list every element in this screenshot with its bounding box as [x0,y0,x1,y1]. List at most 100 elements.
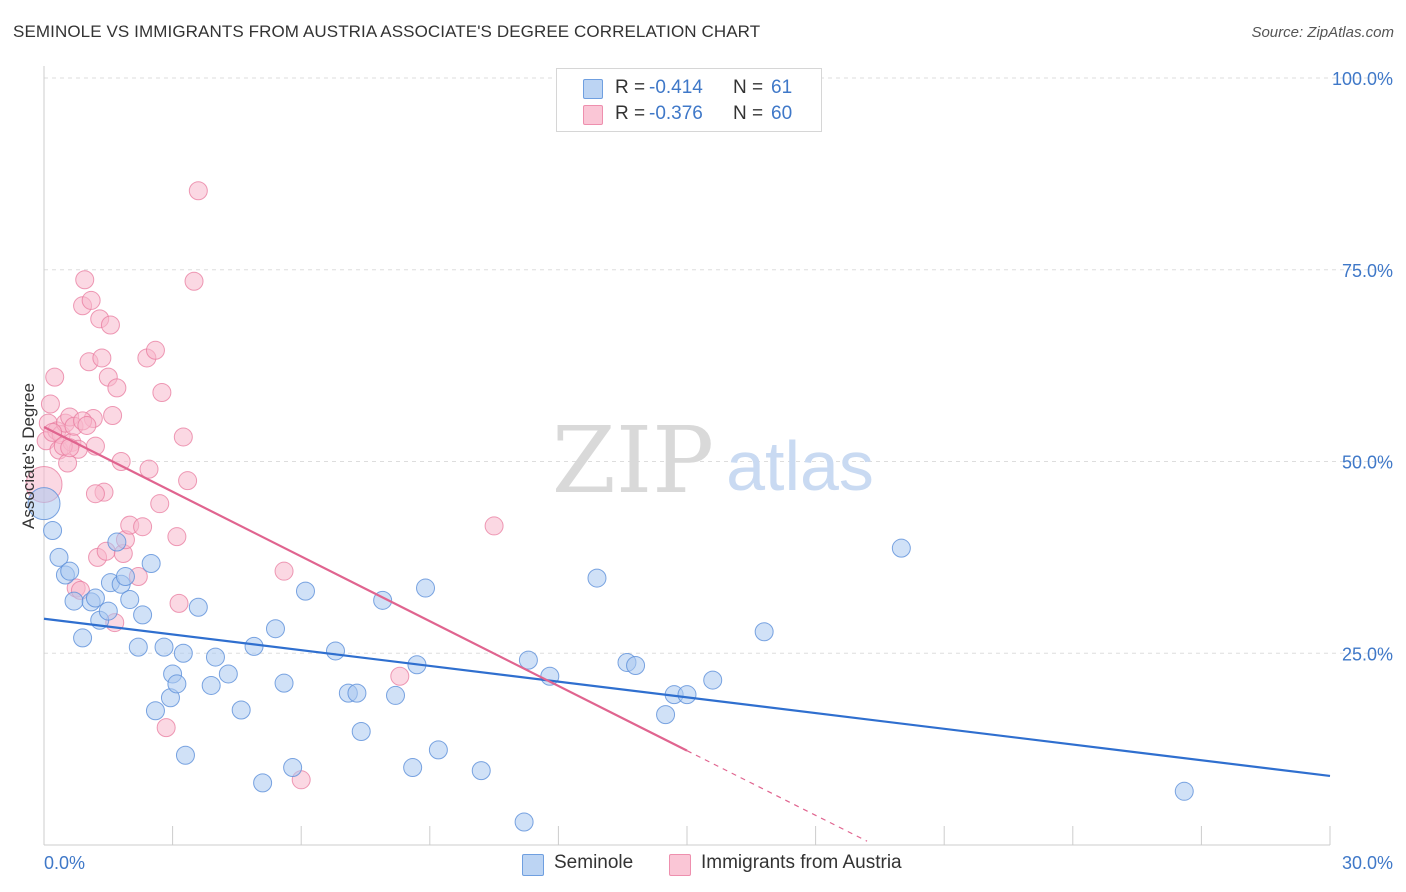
legend-n-label: N = [733,77,764,98]
seminole-point [73,628,93,648]
seminole-point [283,758,303,778]
seminole-point [85,588,105,608]
seminole-point [133,605,153,625]
legend-r-label: R = [615,103,646,124]
seminole-point [49,547,69,567]
seminole-point [416,578,436,598]
seminole-trendline [43,617,1331,778]
austria-point [77,415,97,435]
legend-r-value: -0.376 [649,103,703,124]
source-credit: Source: ZipAtlas.com [1251,24,1394,41]
seminole-point [351,721,371,741]
austria-point [167,527,187,547]
austria-point [60,438,80,458]
seminole-point [325,641,345,661]
legend-r-value: -0.414 [649,77,703,98]
seminole-point [115,567,135,587]
series-legend-swatch-seminole [522,854,544,876]
seminole-point [218,664,238,684]
austria-point [139,459,159,479]
austria-point [133,517,153,537]
chart-title: SEMINOLE VS IMMIGRANTS FROM AUSTRIA ASSO… [13,22,761,41]
austria-point [103,405,123,425]
seminole-point [244,636,264,656]
seminole-points [27,487,1194,832]
series-legend-label-austria: Immigrants from Austria [701,852,902,873]
seminole-point [98,601,118,621]
austria-point [484,516,504,536]
seminole-point [1174,781,1194,801]
seminole-point [107,532,127,552]
legend-r-label: R = [615,77,646,98]
seminole-point [64,591,84,611]
y-tick-label: 75.0% [1342,261,1393,281]
austria-point [107,378,127,398]
legend-n-value: 61 [771,77,793,98]
seminole-point [265,619,285,639]
seminole-point [471,761,491,781]
watermark-zip: ZIP [552,407,714,514]
seminole-point [891,538,911,558]
x-tick-label: 0.0% [44,853,85,873]
seminole-point [145,701,165,721]
seminole-point [253,773,273,793]
austria-point [173,427,193,447]
series-legend-label-seminole: Seminole [554,852,634,873]
seminole-point [677,685,697,705]
axes [43,66,1331,846]
y-tick-label: 100.0% [1332,69,1393,89]
seminole-point [403,758,423,778]
austria-point [184,271,204,291]
legend-n-label: N = [733,103,764,124]
seminole-point [175,745,195,765]
seminole-point [154,637,174,657]
seminole-point [703,670,723,690]
austria-point [150,494,170,514]
seminole-point [188,597,208,617]
seminole-point [128,637,148,657]
seminole-point [386,685,406,705]
austria-point [85,484,105,504]
austria-point [45,367,65,387]
seminole-point [231,700,251,720]
correlation-legend: R = -0.414 N = 61 R = -0.376 N = 60 [556,68,822,132]
watermark: ZIP atlas [552,407,874,514]
seminole-point [141,554,161,574]
seminole-point [347,683,367,703]
y-tick-label: 25.0% [1342,644,1393,664]
series-legend-swatch-austria [669,854,691,876]
austria-trendline-extension [686,750,868,842]
y-axis-label: Associate's Degree [19,383,38,529]
gridlines [44,77,1394,654]
austria-point [188,181,208,201]
seminole-point [173,643,193,663]
austria-point [40,394,60,414]
trendlines [43,426,1331,842]
seminole-point [205,647,225,667]
seminole-point [656,705,676,725]
austria-point [100,315,120,335]
austria-point [145,340,165,360]
austria-trendline [43,426,688,752]
seminole-point [587,568,607,588]
seminole-point [626,656,646,676]
seminole-point [518,650,538,670]
austria-point [81,290,101,310]
austria-point [152,382,172,402]
seminole-point [201,675,221,695]
austria-point [92,348,112,368]
seminole-point [428,740,448,760]
seminole-point [274,673,294,693]
seminole-point [754,622,774,642]
legend-n-value: 60 [771,103,793,124]
x-tick-label: 30.0% [1342,853,1393,873]
seminole-point [27,487,61,521]
seminole-point [60,561,80,581]
austria-point [169,593,189,613]
seminole-point [295,581,315,601]
legend-swatch-seminole [583,79,603,99]
austria-point [274,561,294,581]
austria-point [75,270,95,290]
seminole-point [43,521,63,541]
